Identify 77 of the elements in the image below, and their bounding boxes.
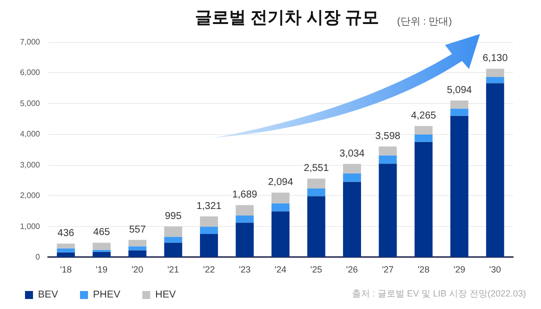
x-tick-label: '23 (238, 264, 251, 274)
total-label: 6,130 (482, 53, 508, 64)
total-label: 995 (164, 210, 182, 222)
bar (414, 134, 433, 142)
x-tick-label: '28 (418, 264, 430, 274)
total-label: 1,689 (232, 190, 258, 201)
bar (450, 100, 468, 109)
bar (236, 216, 254, 223)
bar (200, 216, 218, 227)
bar (272, 204, 290, 212)
total-label: 2,094 (268, 177, 294, 188)
total-label: 3,598 (375, 130, 401, 142)
x-tick-label: '29 (453, 264, 466, 274)
bar (486, 83, 504, 257)
x-tick-label: '27 (382, 264, 394, 274)
legend-label: PHEV (93, 290, 121, 300)
bar (378, 146, 397, 156)
bar (450, 116, 468, 257)
x-tick-label: '24 (274, 264, 286, 274)
bar (378, 164, 397, 257)
legend-label: HEV (155, 290, 176, 300)
x-tick-label: '19 (96, 264, 108, 274)
bar (164, 242, 182, 257)
x-tick-label: '22 (203, 264, 215, 274)
total-label: 436 (58, 228, 75, 240)
x-tick-label: '18 (60, 264, 72, 274)
bar (236, 222, 254, 257)
total-label: 4,265 (411, 110, 437, 122)
bar (128, 240, 146, 246)
y-tick-label: 3,000 (20, 160, 41, 170)
y-tick-label: 7,000 (20, 38, 41, 46)
total-label: 1,321 (196, 200, 222, 212)
bar (486, 77, 504, 84)
y-tick-label: 4,000 (20, 130, 41, 139)
x-tick-label: '20 (132, 264, 144, 274)
bar (343, 173, 362, 182)
bar (164, 226, 182, 237)
y-tick-label: 2,000 (20, 191, 41, 200)
bar (200, 234, 218, 257)
x-tick-label: '25 (310, 264, 322, 274)
bar (272, 192, 290, 204)
bar (343, 164, 362, 174)
y-tick-label: 0 (36, 252, 41, 262)
y-tick-label: 5,000 (20, 98, 41, 108)
bar (164, 236, 182, 243)
bar (307, 196, 326, 257)
bar (56, 252, 75, 257)
bar (307, 178, 326, 189)
bar (92, 242, 111, 250)
bar (272, 211, 290, 257)
chart-title: 글로벌 전기차 시장 규모 (195, 8, 380, 27)
bar (56, 248, 75, 252)
bar (414, 126, 433, 134)
bar (414, 142, 433, 257)
bar (307, 188, 326, 196)
bar (486, 68, 504, 78)
bar (343, 182, 362, 257)
total-label: 465 (93, 227, 110, 238)
legend-label: BEV (38, 290, 58, 300)
bar (378, 155, 397, 164)
bar (450, 108, 468, 116)
bar (128, 250, 146, 257)
chart-subtitle: (단위 : 만대) (397, 16, 452, 28)
x-tick-label: '21 (167, 264, 180, 274)
x-tick-label: '30 (489, 264, 501, 274)
bar (56, 244, 75, 248)
total-label: 2,551 (304, 163, 330, 174)
total-label: 557 (129, 224, 146, 236)
total-label: 5,094 (446, 85, 472, 96)
bar (200, 226, 218, 234)
source-note: 출처 : 글로벌 EV 및 LIB 시장 전망(2022.03) (352, 288, 526, 298)
bar (92, 252, 111, 257)
y-tick-label: 1,000 (20, 222, 41, 231)
bar (236, 205, 254, 216)
total-label: 3,034 (340, 148, 365, 160)
x-tick-label: '26 (346, 264, 358, 274)
y-tick-label: 6,000 (20, 68, 41, 78)
